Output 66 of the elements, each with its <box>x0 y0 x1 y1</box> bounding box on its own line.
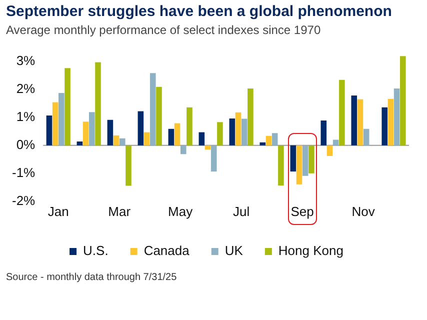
bar <box>266 136 272 146</box>
bar <box>95 62 101 146</box>
bar <box>382 107 388 146</box>
bar <box>198 132 205 146</box>
bar <box>290 145 296 172</box>
bar <box>217 122 223 146</box>
bar <box>113 135 120 146</box>
bar <box>64 68 70 146</box>
bar <box>326 145 333 156</box>
x-tick-label: Mar <box>108 204 132 219</box>
bar <box>204 145 211 150</box>
bar <box>58 93 64 146</box>
bar <box>388 98 394 146</box>
bar <box>82 122 89 146</box>
bar <box>168 128 174 146</box>
y-tick-label: 2% <box>16 80 36 96</box>
bar <box>150 73 156 146</box>
x-tick-label: Jul <box>232 204 250 219</box>
bar <box>320 120 327 146</box>
bar <box>400 56 406 146</box>
legend-label: UK <box>224 243 244 258</box>
bar <box>351 96 358 146</box>
bar <box>248 88 254 146</box>
bar <box>302 145 308 176</box>
bar <box>144 132 150 146</box>
chart-subtitle: Average monthly performance of select indexes since 1970 <box>6 23 321 37</box>
bar <box>339 80 345 146</box>
bar <box>296 145 302 184</box>
bar <box>89 112 95 146</box>
y-tick-label: 0% <box>16 136 36 152</box>
y-tick-label: 3% <box>16 52 36 68</box>
bar <box>138 111 144 146</box>
y-tick-label: -2% <box>12 192 36 208</box>
legend-label: Canada <box>144 243 190 258</box>
bar <box>272 133 278 146</box>
bar <box>210 145 217 172</box>
legend-label: Hong Kong <box>278 243 344 258</box>
bar <box>186 107 192 146</box>
bar <box>357 99 364 146</box>
x-tick-label: Jan <box>48 204 69 219</box>
bar <box>107 120 114 146</box>
bar <box>229 118 236 146</box>
bar <box>363 128 370 146</box>
legend-label: U.S. <box>83 243 108 258</box>
bar <box>241 118 248 146</box>
bar <box>119 138 126 146</box>
x-tick-label: May <box>168 204 194 219</box>
bar <box>126 145 132 186</box>
x-tick-label: Nov <box>352 204 376 219</box>
bar <box>156 86 162 146</box>
chart-title: September struggles have been a global phenomenon <box>6 3 392 20</box>
bar <box>332 140 339 146</box>
y-tick-label: 1% <box>16 108 36 124</box>
bar <box>308 145 314 174</box>
bar <box>180 145 186 154</box>
bar <box>260 142 266 146</box>
y-tick-label: -1% <box>12 164 36 180</box>
bar <box>394 88 400 146</box>
bar <box>76 141 83 146</box>
bar <box>174 123 180 146</box>
x-tick-label: Sep <box>290 204 314 219</box>
bar <box>235 112 242 146</box>
bar <box>278 145 284 186</box>
bar <box>52 102 58 146</box>
source-note: Source - monthly data through 7/31/25 <box>6 271 177 284</box>
bar <box>46 115 52 146</box>
